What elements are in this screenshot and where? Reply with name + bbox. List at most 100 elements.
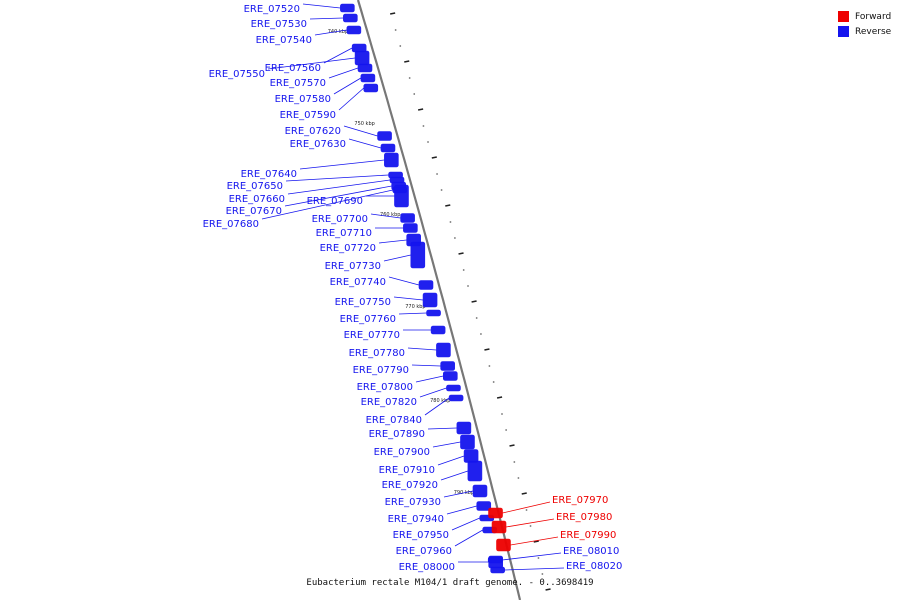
gene-label-ere_08020: ERE_08020 — [566, 561, 622, 572]
gene-feature-ere_07920 — [467, 460, 483, 482]
scale-tick-label: 740 kbp — [328, 29, 348, 35]
gene-label-ere_07930: ERE_07930 — [385, 497, 441, 508]
gene-feature-ere_07710 — [403, 223, 418, 233]
gene-connector — [383, 254, 411, 262]
gene-feature-ere_08020 — [490, 566, 505, 574]
gene-connector — [299, 159, 385, 170]
gene-label-ere_07660: ERE_07660 — [229, 194, 285, 205]
gene-label-ere_07560: ERE_07560 — [265, 63, 321, 74]
gene-feature-ere_07740 — [418, 280, 434, 290]
gene-connector — [454, 529, 483, 547]
gene-label-ere_07910: ERE_07910 — [379, 465, 435, 476]
gene-feature-ere_07800 — [443, 371, 458, 381]
gene-connector — [443, 490, 474, 498]
track-tick — [471, 300, 477, 303]
gene-feature-ere_07780 — [436, 342, 451, 358]
gene-feature-ere_07560 — [351, 43, 367, 53]
gene-connector — [378, 239, 407, 244]
gene-feature-ere_07540 — [346, 25, 362, 35]
gene-label-ere_07680: ERE_07680 — [203, 219, 259, 230]
gene-label-ere_07550: ERE_07550 — [209, 69, 265, 80]
gene-connector — [502, 501, 551, 514]
gene-connector — [505, 518, 555, 528]
track-tick — [509, 444, 515, 447]
gene-label-ere_07620: ERE_07620 — [285, 126, 341, 137]
gene-label-ere_07640: ERE_07640 — [241, 169, 297, 180]
track-tick — [404, 60, 410, 63]
gene-feature-ere_07570 — [357, 63, 373, 73]
track-tick — [431, 156, 437, 159]
gene-feature-ere_07690 — [394, 184, 409, 208]
gene-label-ere_07520: ERE_07520 — [244, 4, 300, 15]
gene-label-ere_08000: ERE_08000 — [399, 562, 455, 573]
gene-label-ere_07590: ERE_07590 — [280, 110, 336, 121]
gene-feature-ere_07520 — [340, 3, 355, 13]
track-tick — [521, 492, 527, 495]
gene-label-ere_07980: ERE_07980 — [556, 512, 612, 523]
gene-label-ere_07820: ERE_07820 — [361, 397, 417, 408]
gene-connector — [333, 77, 362, 95]
gene-label-ere_07900: ERE_07900 — [374, 447, 430, 458]
gene-connector — [437, 455, 465, 466]
forward-swatch — [838, 11, 849, 22]
gene-feature-ere_07730 — [410, 241, 426, 269]
gene-label-ere_07920: ERE_07920 — [382, 480, 438, 491]
gene-connector — [267, 57, 356, 70]
gene-connector — [446, 505, 477, 515]
gene-label-ere_07790: ERE_07790 — [353, 365, 409, 376]
legend-forward-label: Forward — [855, 11, 892, 22]
track-tick — [545, 588, 551, 591]
gene-feature-ere_07760 — [426, 309, 441, 317]
gene-label-ere_07580: ERE_07580 — [275, 94, 331, 105]
gene-feature-ere_07640 — [384, 152, 399, 168]
gene-label-ere_07940: ERE_07940 — [388, 514, 444, 525]
gene-feature-ere_07770 — [430, 325, 446, 335]
gene-connector — [419, 387, 447, 398]
gene-feature-ere_08010 — [487, 556, 503, 564]
gene-connector — [328, 67, 359, 79]
gene-label-ere_07650: ERE_07650 — [227, 181, 283, 192]
gene-label-ere_07770: ERE_07770 — [344, 330, 400, 341]
track-tick — [458, 252, 464, 255]
gene-connector — [338, 87, 365, 111]
track-tick — [533, 540, 539, 543]
gene-connector — [424, 397, 450, 416]
gene-label-ere_07720: ERE_07720 — [320, 243, 376, 254]
gene-connector — [411, 364, 441, 367]
genome-caption: Eubacterium rectale M104/1 draft genome.… — [306, 578, 594, 588]
gene-feature-ere_07930 — [472, 484, 488, 498]
gene-label-ere_07800: ERE_07800 — [357, 382, 413, 393]
gene-connector — [432, 441, 461, 448]
gene-connector — [302, 3, 341, 9]
gene-label-ere_07570: ERE_07570 — [270, 78, 326, 89]
gene-feature-ere_07530 — [343, 13, 358, 23]
gene-connector — [370, 213, 401, 219]
gene-label-ere_07700: ERE_07700 — [312, 214, 368, 225]
gene-connector — [407, 347, 437, 351]
gene-connector — [415, 375, 444, 383]
scale-tick-label: 760 kbp — [380, 212, 400, 218]
gene-connector — [287, 179, 391, 195]
gene-label-ere_07540: ERE_07540 — [256, 35, 312, 46]
gene-feature-ere_07590 — [363, 83, 379, 93]
gene-feature-ere_07750 — [422, 292, 438, 308]
gene-label-ere_07780: ERE_07780 — [349, 348, 405, 359]
genome-backbone — [356, 0, 522, 600]
gene-connector — [348, 138, 382, 149]
gene-connector — [388, 276, 420, 286]
gene-connector — [440, 470, 469, 481]
scale-tick-label: 780 kbp — [430, 398, 450, 404]
gene-label-ere_07970: ERE_07970 — [552, 495, 608, 506]
gene-feature-ere_07840 — [448, 394, 464, 402]
gene-feature-ere_07970 — [488, 507, 503, 519]
track-tick — [496, 396, 503, 399]
gene-label-ere_07630: ERE_07630 — [290, 139, 346, 150]
gene-feature-ere_07550 — [354, 50, 370, 66]
gene-connector — [427, 427, 457, 430]
legend-reverse-label: Reverse — [855, 26, 892, 37]
gene-label-ere_07530: ERE_07530 — [251, 19, 307, 30]
gene-label-ere_08010: ERE_08010 — [563, 546, 619, 557]
gene-connector — [314, 29, 347, 36]
